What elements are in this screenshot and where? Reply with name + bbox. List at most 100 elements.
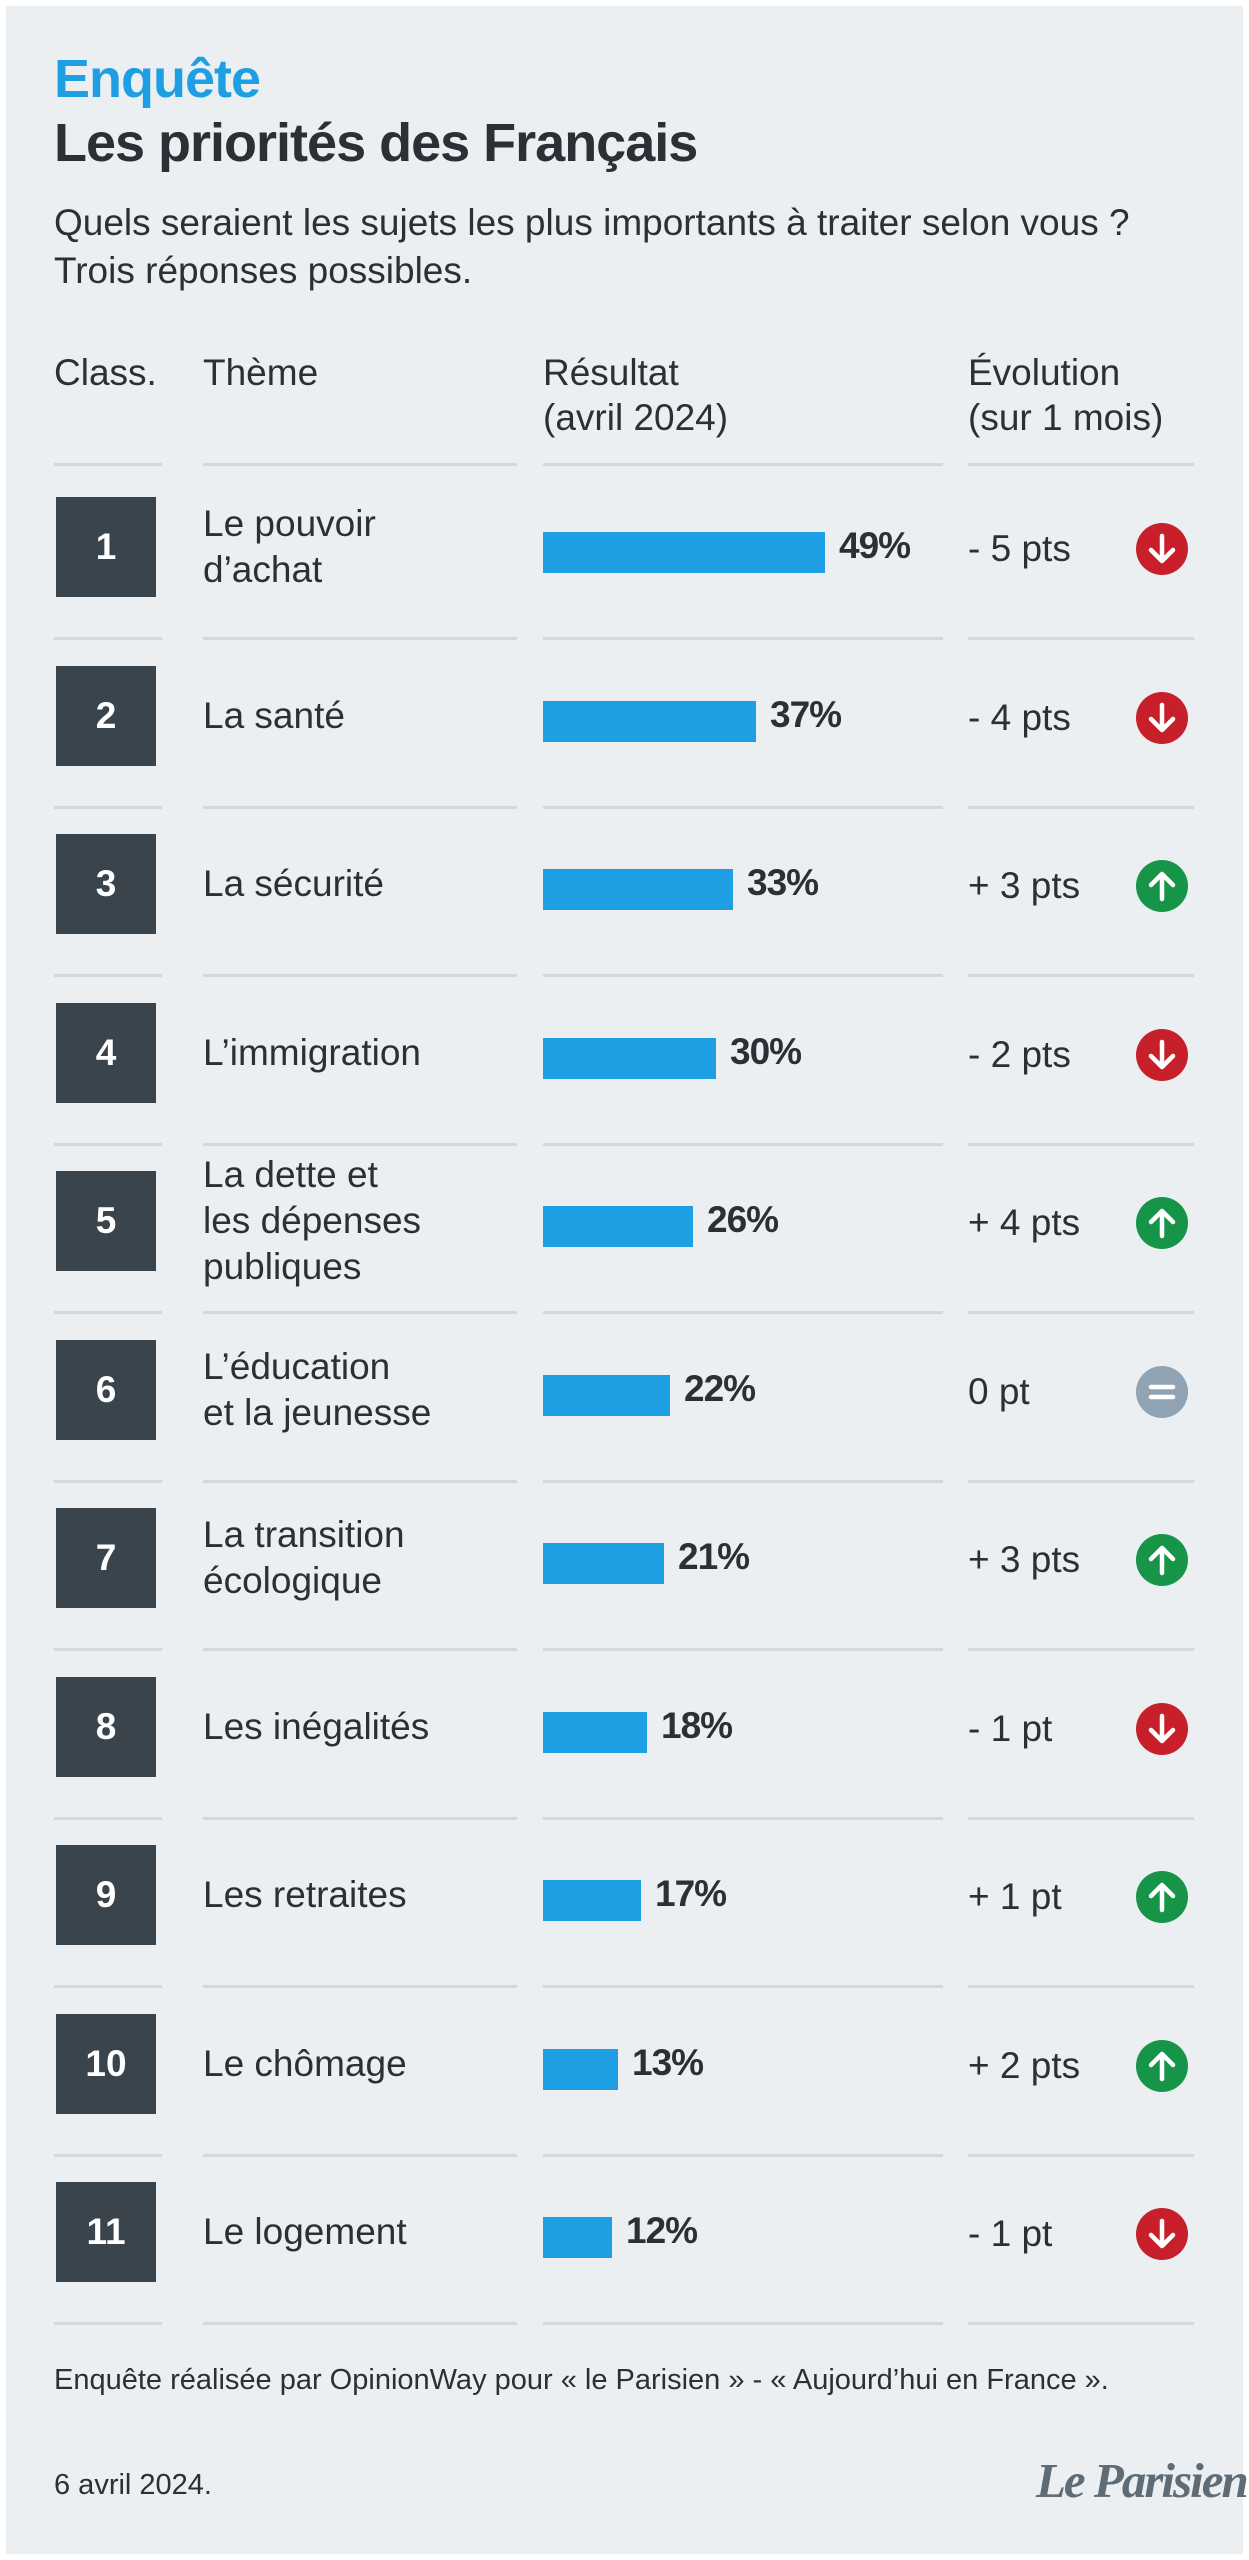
- row-divider: [203, 2322, 517, 2325]
- evolution-value: - 4 pts: [968, 697, 1071, 738]
- result-value-label: 33%: [747, 862, 819, 903]
- row-divider: [54, 2154, 162, 2157]
- evolution-value: - 1 pt: [968, 1708, 1053, 1749]
- row-divider: [543, 1143, 943, 1146]
- row-divider: [54, 806, 162, 809]
- arrow-down-icon: [1136, 1029, 1188, 1081]
- row-divider: [968, 1817, 1194, 1820]
- arrow-up-icon: [1136, 1534, 1188, 1586]
- table-row: 8 Les inégalités 18% - 1 pt: [6, 1651, 1243, 1820]
- rank-badge: 5: [56, 1171, 156, 1271]
- table-row: 11 Le logement 12% - 1 pt: [6, 2156, 1243, 2325]
- rank-badge: 2: [56, 666, 156, 766]
- source-note: Enquête réalisée par OpinionWay pour « l…: [54, 2364, 1109, 2396]
- row-divider: [543, 806, 943, 809]
- table-row: 9 Les retraites 17% + 1 pt: [6, 1819, 1243, 1988]
- header-divider: [54, 463, 162, 466]
- result-value-label: 13%: [632, 2042, 704, 2083]
- rank-badge: 4: [56, 1003, 156, 1103]
- row-divider: [543, 2154, 943, 2157]
- row-divider: [968, 974, 1194, 977]
- theme-label: L’éducation et la jeunesse: [203, 1346, 432, 1433]
- header-divider: [968, 463, 1194, 466]
- result-value-label: 37%: [770, 694, 842, 735]
- arrow-up-icon: [1136, 2040, 1188, 2092]
- result-bar: [543, 2049, 618, 2090]
- row-divider: [54, 1648, 162, 1651]
- result-bar: [543, 869, 733, 910]
- table-row: 3 La sécurité 33% + 3 pts: [6, 808, 1243, 977]
- subtitle-question: Quels seraient les sujets les plus impor…: [54, 202, 1130, 243]
- evolution-value: + 1 pt: [968, 1876, 1062, 1917]
- header-divider: [543, 463, 943, 466]
- row-divider: [54, 1143, 162, 1146]
- row-divider: [968, 1311, 1194, 1314]
- row-divider: [968, 1648, 1194, 1651]
- rank-badge: 8: [56, 1677, 156, 1777]
- rank-badge: 9: [56, 1845, 156, 1945]
- theme-label: Les retraites: [203, 1874, 407, 1915]
- result-bar: [543, 1712, 647, 1753]
- theme-label: La santé: [203, 695, 345, 736]
- arrow-down-icon: [1136, 1703, 1188, 1755]
- row-divider: [54, 1311, 162, 1314]
- arrow-up-icon: [1136, 1871, 1188, 1923]
- row-divider: [54, 637, 162, 640]
- row-divider: [203, 1143, 517, 1146]
- subtitle-note: Trois réponses possibles.: [54, 250, 473, 291]
- result-bar: [543, 1038, 716, 1079]
- column-header-result: Résultat (avril 2024): [543, 352, 729, 438]
- table-row: 5 La dette et les dépenses publiques 26% + …: [6, 1145, 1243, 1314]
- row-divider: [543, 637, 943, 640]
- row-divider: [203, 974, 517, 977]
- theme-label: La sécurité: [203, 863, 384, 904]
- result-value-label: 12%: [626, 2210, 698, 2251]
- table-row: 10 Le chômage 13% + 2 pts: [6, 1988, 1243, 2157]
- theme-label: Le chômage: [203, 2043, 407, 2084]
- arrow-down-icon: [1136, 523, 1188, 575]
- header-divider: [203, 463, 517, 466]
- row-divider: [968, 1480, 1194, 1483]
- evolution-value: - 2 pts: [968, 1034, 1071, 1075]
- row-divider: [54, 1817, 162, 1820]
- result-bar: [543, 532, 825, 573]
- le-parisien-logo: Le Parisien: [1036, 2453, 1249, 2508]
- evolution-value: + 3 pts: [968, 865, 1081, 906]
- row-divider: [543, 1985, 943, 1988]
- evolution-value: + 2 pts: [968, 2045, 1081, 2086]
- row-divider: [203, 1648, 517, 1651]
- row-divider: [968, 2154, 1194, 2157]
- arrow-down-icon: [1136, 2208, 1188, 2260]
- row-divider: [203, 1817, 517, 1820]
- column-header-rank: Class.: [54, 352, 157, 393]
- equal-icon: [1136, 1366, 1188, 1418]
- evolution-value: - 1 pt: [968, 2213, 1053, 2254]
- row-divider: [54, 1480, 162, 1483]
- rank-badge: 11: [56, 2182, 156, 2282]
- publication-date: 6 avril 2024.: [54, 2469, 212, 2501]
- row-divider: [54, 2322, 162, 2325]
- table-row: 6 L’éducation et la jeunesse 22% 0 pt: [6, 1314, 1243, 1483]
- theme-label: Le pouvoir d’achat: [203, 503, 376, 590]
- theme-label: La transition écologique: [203, 1514, 405, 1601]
- row-divider: [203, 637, 517, 640]
- result-value-label: 49%: [839, 525, 911, 566]
- row-divider: [543, 1648, 943, 1651]
- row-divider: [968, 2322, 1194, 2325]
- result-value-label: 30%: [730, 1031, 802, 1072]
- row-divider: [543, 1480, 943, 1483]
- row-divider: [203, 1311, 517, 1314]
- evolution-value: 0 pt: [968, 1371, 1030, 1412]
- result-value-label: 21%: [678, 1536, 750, 1577]
- theme-label: Le logement: [203, 2211, 407, 2252]
- column-header-evolution: Évolution (sur 1 mois): [968, 352, 1164, 438]
- row-divider: [543, 2322, 943, 2325]
- result-bar: [543, 1375, 670, 1416]
- row-divider: [203, 1985, 517, 1988]
- result-bar: [543, 1206, 693, 1247]
- evolution-value: + 4 pts: [968, 1202, 1081, 1243]
- row-divider: [968, 806, 1194, 809]
- row-divider: [968, 637, 1194, 640]
- table-row: 4 L’immigration 30% - 2 pts: [6, 977, 1243, 1146]
- row-divider: [543, 1311, 943, 1314]
